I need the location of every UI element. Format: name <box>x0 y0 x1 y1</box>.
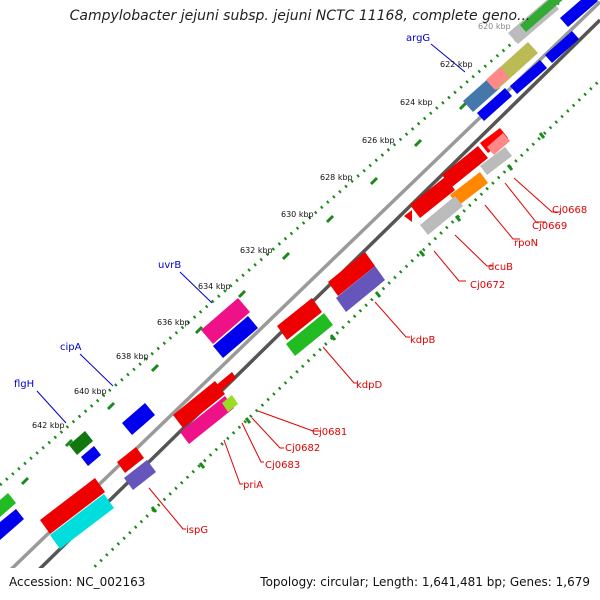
gene-box-Cj0669[interactable] <box>442 146 488 187</box>
gene-label-ispG[interactable]: ispG <box>186 525 209 536</box>
gene-label-Cj0669[interactable]: Cj0669 <box>532 221 568 232</box>
tick-label: 626 kbp <box>362 136 395 145</box>
gene-label-priA[interactable]: priA <box>243 480 264 491</box>
tick-label: 632 kbp <box>240 246 273 255</box>
gene-box-gray2[interactable] <box>480 147 512 175</box>
gene-label-Cj0683[interactable]: Cj0683 <box>265 460 301 471</box>
tick-label: 642 kbp <box>32 421 65 430</box>
outer-dotted-track <box>0 0 563 487</box>
gene-box-Cj0683[interactable] <box>180 396 234 444</box>
accession-info: Accession: NC_002163 <box>9 575 145 589</box>
inner-dotted-track <box>91 78 600 568</box>
gene-box-priA[interactable] <box>173 381 225 428</box>
inner-leaders <box>148 177 560 530</box>
gene-box-left-blue[interactable] <box>0 509 24 540</box>
genes-value: 1,679 <box>555 575 590 589</box>
accession-label: Accession: <box>9 575 73 589</box>
tick-label: 628 kbp <box>320 173 353 182</box>
gene-label-Cj0668[interactable]: Cj0668 <box>552 205 588 216</box>
gene-label-Cj0681[interactable]: Cj0681 <box>312 427 348 438</box>
gene-box-red-arrow[interactable] <box>404 210 412 222</box>
tick-label: 636 kbp <box>157 318 190 327</box>
tick-label: 620 kbp <box>478 22 511 31</box>
gene-box-flgH[interactable] <box>69 431 93 455</box>
major-ticks <box>20 66 504 486</box>
gene-box-kdpB2[interactable] <box>336 266 385 312</box>
gene-label-Cj0672[interactable]: Cj0672 <box>470 280 506 291</box>
gene-label-flgH[interactable]: flgH <box>14 379 35 390</box>
tick-label: 640 kbp <box>74 387 107 396</box>
gene-label-kdpD[interactable]: kdpD <box>356 380 383 391</box>
accession-value: NC_002163 <box>76 575 146 589</box>
gene-label-uvrB[interactable]: uvrB <box>158 260 182 271</box>
gene-box-left-green[interactable] <box>0 493 16 517</box>
gene-box-flgH-blue[interactable] <box>81 446 101 466</box>
gene-box-dcuB[interactable] <box>420 196 463 235</box>
length-value: 1,641,481 bp; <box>421 575 507 589</box>
gene-box-uvrB[interactable] <box>201 298 250 344</box>
gene-box-uvrB-blue[interactable] <box>213 316 258 358</box>
tick-label: 622 kbp <box>440 60 473 69</box>
gene-box-kdpB[interactable] <box>328 252 375 296</box>
gene-box-cipA[interactable] <box>122 403 155 435</box>
gene-box-Cj0668[interactable] <box>480 128 508 153</box>
gene-label-cipA[interactable]: cipA <box>60 342 82 353</box>
gene-box-blue3[interactable] <box>545 31 579 63</box>
gene-box-ispG[interactable] <box>124 460 156 490</box>
gene-box-green-top[interactable] <box>520 0 566 32</box>
length-label: Length: <box>372 575 419 589</box>
topology-value: circular; <box>320 575 369 589</box>
gene-box-blue2[interactable] <box>510 60 547 94</box>
gene-box-blue4[interactable] <box>560 0 598 27</box>
gene-label-Cj0682[interactable]: Cj0682 <box>285 443 321 454</box>
gene-box-pink[interactable] <box>486 67 509 90</box>
forward-genes <box>0 0 566 517</box>
gene-label-rpoN[interactable]: rpoN <box>514 238 539 249</box>
gene-label-dcuB[interactable]: dcuB <box>488 262 514 273</box>
gene-box-kdpD2[interactable] <box>286 313 333 356</box>
map-title: Campylobacter jejuni subsp. jejuni NCTC … <box>69 8 531 24</box>
gene-box-Cj0672[interactable] <box>410 177 455 218</box>
gene-box-Cj0682[interactable] <box>222 395 238 412</box>
tick-label: 624 kbp <box>400 98 433 107</box>
reverse-genes <box>40 128 512 549</box>
tick-label: 630 kbp <box>281 210 314 219</box>
gene-box-kdpD[interactable] <box>277 298 322 340</box>
genome-stats: Topology: circular; Length: 1,641,481 bp… <box>260 575 590 589</box>
gene-label-argG[interactable]: argG <box>406 33 431 44</box>
inner-ticks <box>150 132 546 513</box>
gene-box-Cj0668b[interactable] <box>487 133 510 155</box>
gene-box-left-red[interactable] <box>40 478 105 534</box>
topology-label: Topology: <box>260 575 317 589</box>
forward-genes-row2 <box>0 0 598 540</box>
genes-label: Genes: <box>509 575 552 589</box>
gene-box-rpoN[interactable] <box>450 172 488 206</box>
gene-box-argG[interactable] <box>463 77 500 112</box>
outer-leaders <box>36 43 466 424</box>
tick-label: 638 kbp <box>116 352 149 361</box>
tick-label: 634 kbp <box>198 282 231 291</box>
gene-box-ispG-red[interactable] <box>117 447 144 473</box>
gene-box-left-cyan[interactable] <box>50 494 114 549</box>
gene-label-kdpB[interactable]: kdpB <box>410 335 436 346</box>
gene-box-blue1[interactable] <box>477 88 512 121</box>
